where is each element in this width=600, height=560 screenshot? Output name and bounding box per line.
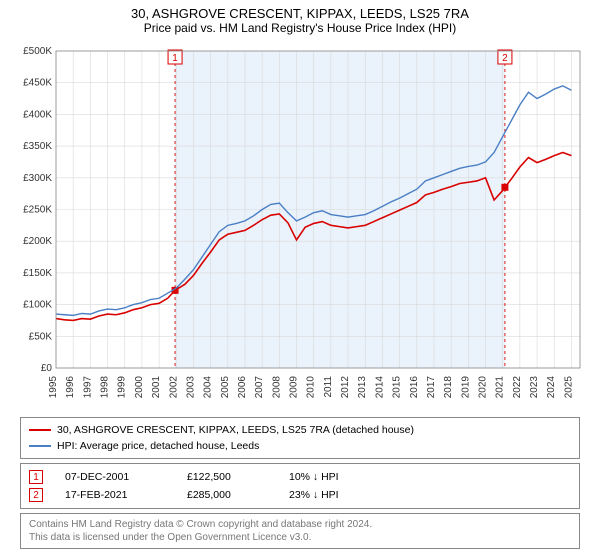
chart-svg: £0 £50K £100K £150K £200K £250K £300K £350K £400… [10, 41, 590, 413]
svg-text:2008: 2008 [271, 376, 282, 399]
svg-text:2012: 2012 [340, 376, 351, 399]
svg-text:2009: 2009 [289, 376, 300, 399]
attribution-line: Contains HM Land Registry data © Crown c… [29, 518, 571, 531]
svg-text:2023: 2023 [529, 376, 540, 399]
svg-text:£450K: £450K [23, 78, 52, 89]
svg-text:1999: 1999 [117, 376, 128, 399]
transactions-table: 1 07-DEC-2001 £122,500 10% ↓ HPI 2 17-FEB-202… [20, 463, 580, 509]
svg-text:£200K: £200K [23, 236, 52, 247]
svg-text:2000: 2000 [134, 376, 145, 399]
svg-text:2015: 2015 [392, 376, 403, 399]
svg-text:2001: 2001 [151, 376, 162, 399]
transaction-diff: 10% ↓ HPI [289, 471, 369, 483]
svg-text:2013: 2013 [357, 376, 368, 399]
svg-text:1995: 1995 [48, 376, 59, 399]
svg-text:2019: 2019 [460, 376, 471, 399]
svg-text:2020: 2020 [478, 376, 489, 399]
legend: 30, ASHGROVE CRESCENT, KIPPAX, LEEDS, LS… [20, 417, 580, 459]
chart-title: 30, ASHGROVE CRESCENT, KIPPAX, LEEDS, LS… [10, 6, 590, 21]
svg-text:2024: 2024 [546, 376, 557, 399]
chart-subtitle: Price paid vs. HM Land Registry's House … [10, 21, 590, 35]
legend-label: HPI: Average price, detached house, Leed… [57, 440, 259, 452]
svg-text:£350K: £350K [23, 141, 52, 152]
transaction-date: 07-DEC-2001 [65, 471, 165, 483]
svg-text:£500K: £500K [23, 46, 52, 57]
svg-text:£50K: £50K [29, 331, 53, 342]
transaction-marker: 1 [29, 470, 43, 484]
legend-item: 30, ASHGROVE CRESCENT, KIPPAX, LEEDS, LS… [29, 422, 571, 438]
legend-label: 30, ASHGROVE CRESCENT, KIPPAX, LEEDS, LS… [57, 424, 414, 436]
svg-text:2011: 2011 [323, 376, 334, 398]
svg-text:£100K: £100K [23, 300, 52, 311]
transaction-marker: 2 [29, 488, 43, 502]
legend-swatch [29, 445, 51, 447]
transaction-price: £122,500 [187, 471, 267, 483]
svg-text:£250K: £250K [23, 205, 52, 216]
legend-swatch [29, 429, 51, 431]
svg-text:2025: 2025 [563, 376, 574, 399]
svg-text:1: 1 [172, 53, 178, 64]
svg-text:1997: 1997 [82, 376, 93, 399]
svg-text:2002: 2002 [168, 376, 179, 399]
attribution-line: This data is licensed under the Open Gov… [29, 531, 571, 544]
svg-text:2007: 2007 [254, 376, 265, 399]
svg-text:2003: 2003 [185, 376, 196, 399]
svg-text:£0: £0 [41, 363, 53, 374]
svg-text:1998: 1998 [100, 376, 111, 399]
svg-text:2010: 2010 [306, 376, 317, 399]
legend-item: HPI: Average price, detached house, Leed… [29, 438, 571, 454]
svg-text:£150K: £150K [23, 268, 52, 279]
svg-text:2017: 2017 [426, 376, 437, 399]
svg-text:2021: 2021 [495, 376, 506, 399]
svg-text:2016: 2016 [409, 376, 420, 399]
svg-text:£400K: £400K [23, 109, 52, 120]
svg-text:2022: 2022 [512, 376, 523, 399]
transaction-date: 17-FEB-2021 [65, 489, 165, 501]
attribution: Contains HM Land Registry data © Crown c… [20, 513, 580, 549]
transaction-diff: 23% ↓ HPI [289, 489, 369, 501]
transaction-price: £285,000 [187, 489, 267, 501]
svg-text:2004: 2004 [203, 376, 214, 399]
transaction-row: 2 17-FEB-2021 £285,000 23% ↓ HPI [29, 486, 571, 504]
svg-text:2014: 2014 [374, 376, 385, 399]
svg-text:1996: 1996 [65, 376, 76, 399]
price-chart: £0 £50K £100K £150K £200K £250K £300K £350K £400… [10, 41, 590, 413]
svg-text:2005: 2005 [220, 376, 231, 399]
svg-text:2006: 2006 [237, 376, 248, 399]
svg-text:£300K: £300K [23, 173, 52, 184]
svg-text:2018: 2018 [443, 376, 454, 399]
svg-text:2: 2 [502, 53, 508, 64]
transaction-row: 1 07-DEC-2001 £122,500 10% ↓ HPI [29, 468, 571, 486]
